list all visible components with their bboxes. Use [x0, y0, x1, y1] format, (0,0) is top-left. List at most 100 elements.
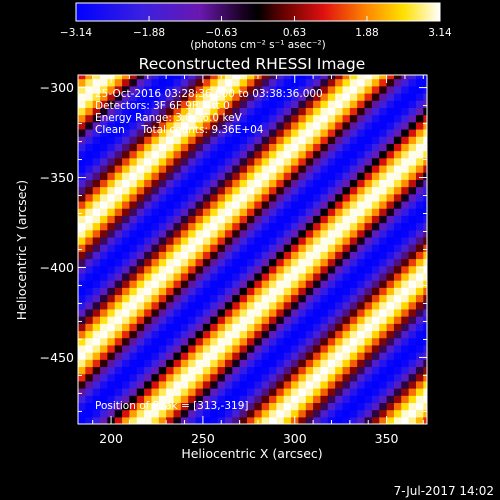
heatmap-cell — [327, 114, 336, 123]
heatmap-cell — [261, 416, 270, 424]
heatmap-cell — [180, 222, 189, 231]
heatmap-cell — [173, 294, 182, 303]
heatmap-cell — [166, 236, 175, 245]
heatmap-cell — [401, 366, 410, 375]
heatmap-cell — [386, 373, 395, 382]
heatmap-cell — [92, 179, 101, 188]
heatmap-cell — [166, 359, 175, 368]
heatmap-cell — [379, 128, 388, 137]
heatmap-cell — [364, 344, 373, 353]
heatmap-cell — [320, 75, 329, 80]
heatmap-cell — [357, 366, 366, 375]
heatmap-cell — [195, 121, 204, 130]
heatmap-cell — [151, 294, 160, 303]
heatmap-cell — [298, 416, 307, 424]
heatmap-cell — [166, 179, 175, 188]
heatmap-cell — [379, 229, 388, 238]
heatmap-cell — [423, 395, 427, 404]
heatmap-cell — [364, 272, 373, 281]
heatmap-cell — [195, 388, 204, 396]
heatmap-cell — [408, 75, 417, 80]
heatmap-cell — [291, 114, 300, 123]
heatmap-cell — [298, 395, 307, 404]
heatmap-cell — [151, 402, 160, 411]
heatmap-cell — [423, 388, 427, 396]
heatmap-cell — [371, 287, 380, 296]
heatmap-cell — [283, 258, 292, 267]
heatmap-cell — [107, 294, 116, 303]
heatmap-cell — [357, 114, 366, 123]
heatmap-cell — [232, 75, 241, 80]
heatmap-cell — [305, 352, 314, 360]
heatmap-cell — [85, 200, 94, 209]
heatmap-cell — [335, 229, 344, 238]
heatmap-cell — [202, 114, 211, 123]
heatmap-cell — [283, 344, 292, 353]
heatmap-cell — [217, 85, 226, 94]
heatmap-cell — [327, 352, 336, 360]
heatmap-cell — [210, 395, 219, 404]
heatmap-cell — [327, 85, 336, 94]
heatmap-cell — [122, 85, 131, 94]
heatmap-cell — [371, 380, 380, 389]
heatmap-cell — [386, 208, 395, 216]
heatmap-cell — [136, 100, 145, 108]
heatmap-cell — [85, 359, 94, 368]
heatmap-cell — [335, 121, 344, 130]
heatmap-cell — [217, 208, 226, 216]
heatmap-cell — [371, 186, 380, 195]
heatmap-cell — [180, 186, 189, 195]
heatmap-cell — [393, 294, 402, 303]
heatmap-cell — [202, 316, 211, 324]
heatmap-cell — [305, 200, 314, 209]
heatmap-cell — [195, 244, 204, 252]
heatmap-cell — [195, 352, 204, 360]
heatmap-cell — [415, 272, 424, 281]
heatmap-cell — [166, 251, 175, 260]
heatmap-cell — [202, 301, 211, 310]
heatmap-cell — [85, 280, 94, 288]
heatmap-cell — [379, 172, 388, 180]
heatmap-cell — [349, 136, 358, 144]
heatmap-cell — [342, 164, 351, 173]
heatmap-cell — [320, 316, 329, 324]
heatmap-cell — [92, 416, 101, 424]
heatmap-cell — [305, 208, 314, 216]
heatmap-cell — [379, 287, 388, 296]
heatmap-cell — [158, 164, 167, 173]
heatmap-cell — [78, 409, 86, 418]
heatmap-cell — [423, 409, 427, 418]
heatmap-cell — [254, 373, 263, 382]
heatmap-cell — [144, 222, 153, 231]
heatmap-cell — [85, 395, 94, 404]
heatmap-cell — [217, 337, 226, 346]
heatmap-cell — [408, 272, 417, 281]
heatmap-cell — [283, 236, 292, 245]
heatmap-cell — [166, 157, 175, 166]
heatmap-cell — [210, 200, 219, 209]
heatmap-cell — [327, 373, 336, 382]
heatmap-cell — [349, 215, 358, 224]
heatmap-cell — [254, 150, 263, 159]
heatmap-cell — [401, 388, 410, 396]
heatmap-cell — [283, 100, 292, 108]
heatmap-cell — [276, 330, 285, 339]
heatmap-cell — [305, 251, 314, 260]
heatmap-cell — [114, 373, 123, 382]
heatmap-cell — [349, 395, 358, 404]
heatmap-cell — [136, 323, 145, 332]
heatmap-cell — [393, 308, 402, 317]
heatmap-cell — [276, 107, 285, 116]
heatmap-cell — [239, 150, 248, 159]
heatmap-cell — [357, 265, 366, 274]
heatmap-cell — [371, 136, 380, 144]
heatmap-cell — [276, 222, 285, 231]
heatmap-cell — [210, 402, 219, 411]
heatmap-cell — [224, 265, 233, 274]
heatmap-cell — [114, 294, 123, 303]
heatmap-cell — [100, 380, 108, 389]
heatmap-cell — [269, 388, 277, 396]
heatmap-cell — [78, 75, 86, 80]
heatmap-cell — [349, 294, 358, 303]
heatmap-cell — [122, 121, 131, 130]
